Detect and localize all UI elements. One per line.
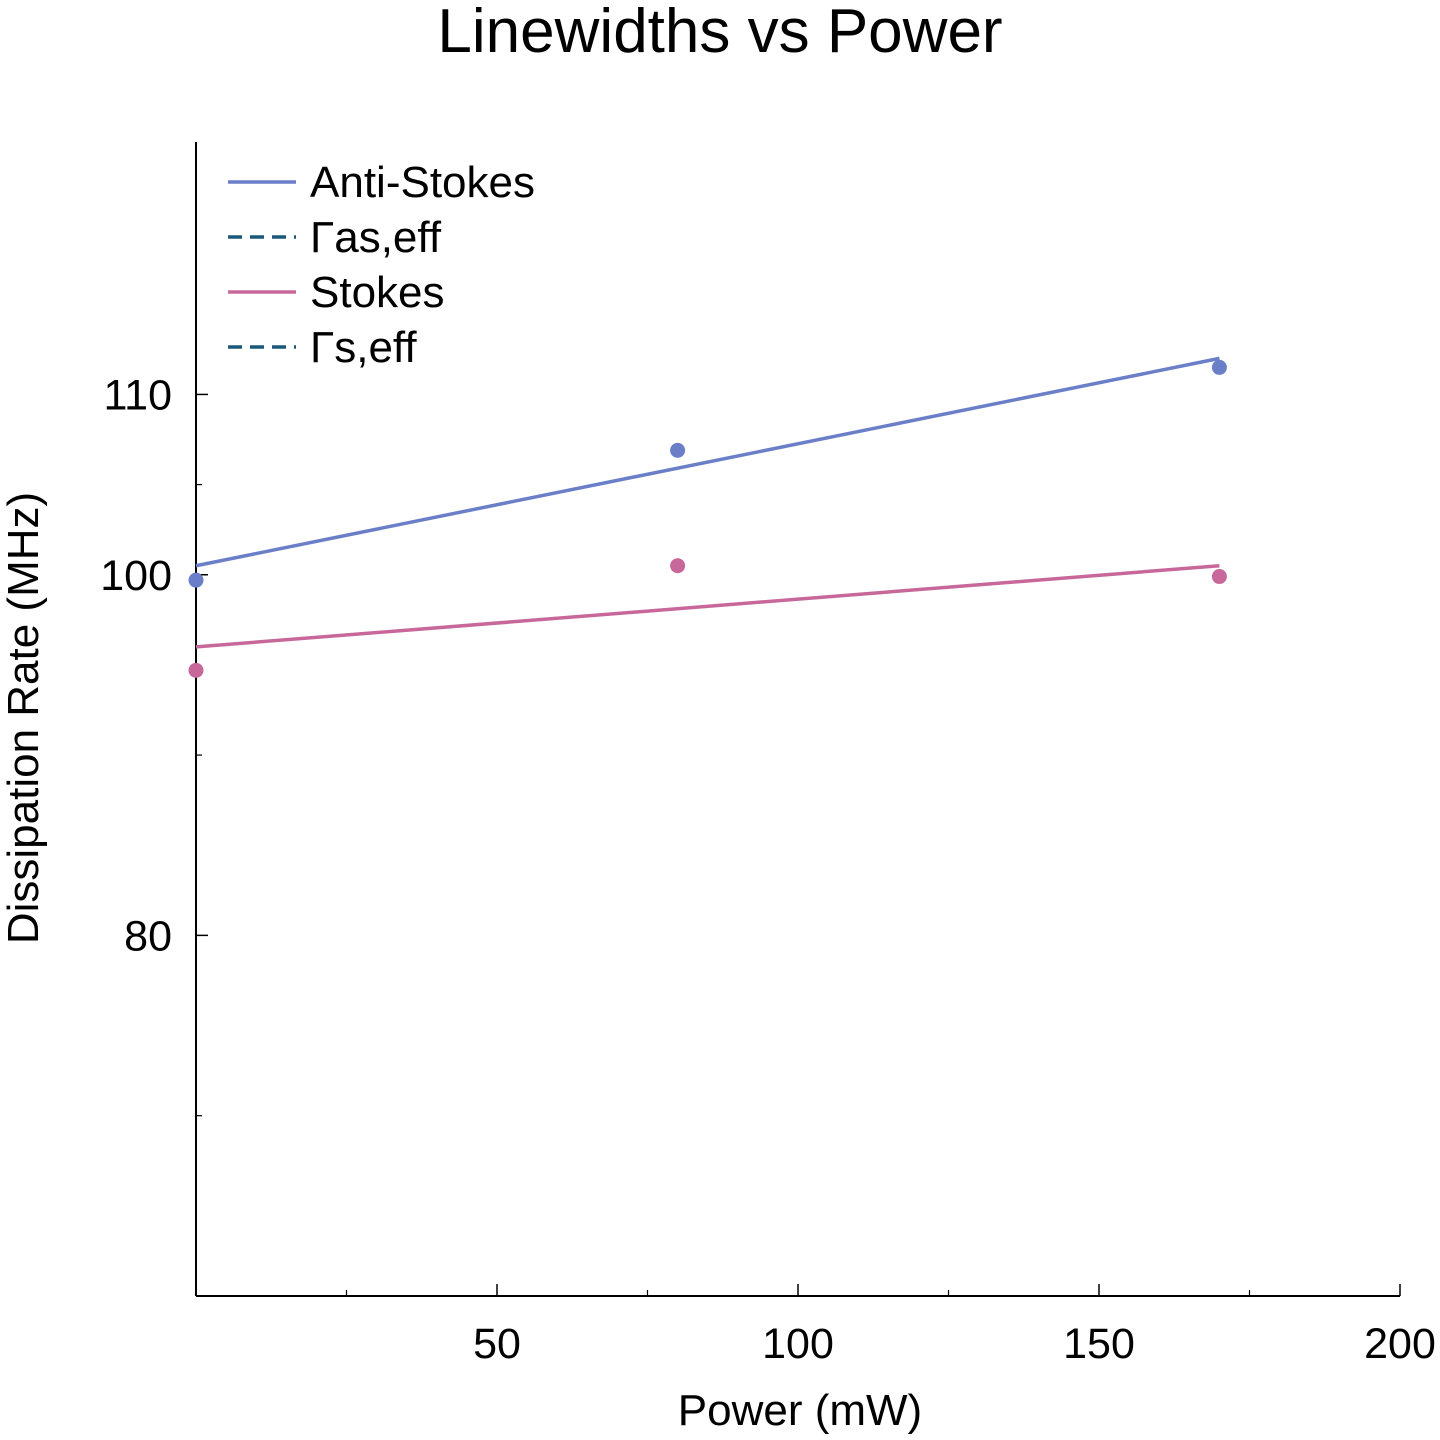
legend: Anti-Stokes Γas,eff Stokes Γs,eff: [228, 158, 535, 372]
data-point-anti-stokes: [1211, 359, 1227, 375]
x-tick-label: 150: [1063, 1320, 1135, 1368]
x-axis-label: Power (mW): [678, 1386, 922, 1435]
legend-label: Γs,eff: [310, 323, 417, 372]
legend-label: Stokes: [310, 268, 445, 317]
fit-lines: [195, 356, 1220, 649]
data-point-stokes: [670, 558, 686, 574]
axes: 50 100 150 200 80 100 110: [100, 142, 1436, 1368]
fit-line-stokes: [195, 563, 1220, 649]
x-tick-label: 200: [1364, 1320, 1436, 1368]
fit-line-anti-stokes: [195, 356, 1220, 568]
y-axis-label: Dissipation Rate (MHz): [0, 492, 48, 944]
data-point-anti-stokes: [188, 572, 204, 588]
data-points: [188, 359, 1227, 678]
data-point-anti-stokes: [670, 442, 686, 458]
data-point-stokes: [1211, 569, 1227, 585]
legend-label: Γas,eff: [310, 213, 442, 262]
legend-label: Anti-Stokes: [310, 158, 535, 207]
x-tick-label: 100: [762, 1320, 834, 1368]
data-point-stokes: [188, 662, 204, 678]
y-tick-label: 100: [100, 552, 172, 600]
chart-title: Linewidths vs Power: [437, 0, 1002, 66]
y-tick-label: 110: [103, 371, 172, 419]
x-tick-label: 50: [473, 1320, 521, 1368]
y-tick-label: 80: [124, 912, 172, 960]
